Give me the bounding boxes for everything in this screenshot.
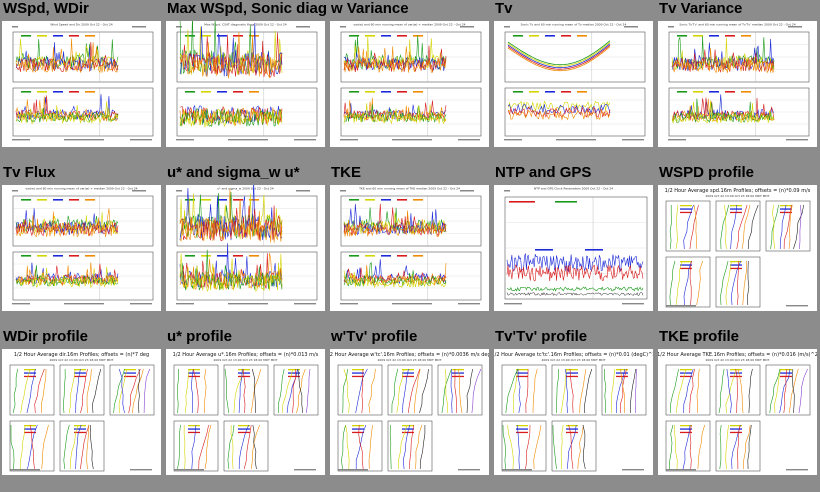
plot-thumbnail[interactable]: TKE and 60 min running mean of TKE media… xyxy=(330,185,489,311)
plot-subcaption: 2009 Oct 22 13:00 Oct 23 18:00 MDT MDT xyxy=(49,358,113,362)
plot-thumbnail[interactable]: 1/2 Hour Average w'tc'.16m Profiles; off… xyxy=(330,349,489,475)
plot-caption: 1/2 Hour Average TKE.16m Profiles; offse… xyxy=(658,352,817,358)
plot-caption: Max WSpd, CSAT diagnostic flags 2009 Oct… xyxy=(204,23,287,27)
plot-title: Tv'Tv' profile xyxy=(495,328,588,345)
plot-title: NTP and GPS xyxy=(495,164,592,181)
plot-caption: 1/2 Hour Average spd.16m Profiles; offse… xyxy=(665,188,811,194)
plot-title: w Variance xyxy=(331,0,409,17)
plot-tile: TKE profile 1/2 Hour Average TKE.16m Prof… xyxy=(656,328,820,492)
plot-title: WDir profile xyxy=(3,328,88,345)
plot-thumbnail[interactable]: Max WSpd, CSAT diagnostic flags 2009 Oct… xyxy=(166,21,325,147)
plot-thumbnail[interactable]: 1/2 Hour Average TKE.16m Profiles; offse… xyxy=(658,349,817,475)
plot-title: TKE profile xyxy=(659,328,740,345)
plot-thumbnail[interactable]: var(w) and 60 min running mean of var(w)… xyxy=(330,21,489,147)
plot-tile: u* and sigma_w u* u* and sigma_w 2009 Oct… xyxy=(164,164,328,328)
plot-thumbnail[interactable]: u* and sigma_w 2009 Oct 22 - Oct 24 xyxy=(166,185,325,311)
plot-tile: Tv Flux var(w) and 60 min running mean of… xyxy=(0,164,164,328)
plot-tile: WDir profile 1/2 Hour Average dir.16m Pro… xyxy=(0,328,164,492)
plot-tile: WSPD profile 1/2 Hour Average spd.16m Pro… xyxy=(656,164,820,328)
plot-caption: u* and sigma_w 2009 Oct 22 - Oct 24 xyxy=(217,187,274,191)
plot-subcaption: 2009 Oct 22 13:00 Oct 23 18:00 MDT MDT xyxy=(541,358,605,362)
plot-title: Max WSpd, Sonic diag xyxy=(167,0,328,17)
plot-tile: u* profile 1/2 Hour Average u*.16m Profil… xyxy=(164,328,328,492)
plot-thumbnail[interactable]: 1/2 Hour Average tc'tc'.16m Profiles; of… xyxy=(494,349,653,475)
plot-caption: TKE and 60 min running mean of TKE media… xyxy=(358,187,460,191)
plot-thumbnail[interactable]: 1/2 Hour Average spd.16m Profiles; offse… xyxy=(658,185,817,311)
plot-title: TKE xyxy=(331,164,361,181)
plot-thumbnail[interactable]: 1/2 Hour Average u*.16m Profiles; offset… xyxy=(166,349,325,475)
plot-subcaption: 2009 Oct 22 13:00 Oct 23 18:00 MDT MDT xyxy=(705,194,769,198)
plot-caption: var(w) and 60 min running mean of var(w)… xyxy=(353,23,465,27)
plot-tile: w Variance var(w) and 60 min running mean… xyxy=(328,0,492,164)
plot-title: Tv Variance xyxy=(659,0,743,17)
plot-title: WSPD profile xyxy=(659,164,755,181)
plot-subcaption: 2009 Oct 22 13:00 Oct 23 18:00 MDT MDT xyxy=(213,358,277,362)
plot-tile: Tv'Tv' profile 1/2 Hour Average tc'tc'.16… xyxy=(492,328,656,492)
plot-tile: TKE TKE and 60 min running mean of TKE me… xyxy=(328,164,492,328)
plot-title: w'Tv' profile xyxy=(331,328,418,345)
plot-caption: Wind Speed and Dir 2009 Oct 22 - Oct 24 xyxy=(50,23,112,27)
plot-caption: 1/2 Hour Average tc'tc'.16m Profiles; of… xyxy=(494,352,653,358)
plot-tile: WSpd, WDir Wind Speed and Dir 2009 Oct 22… xyxy=(0,0,164,164)
plot-tile: w'Tv' profile 1/2 Hour Average w'tc'.16m … xyxy=(328,328,492,492)
plot-title: u* and sigma_w u* xyxy=(167,164,300,181)
plot-thumbnail[interactable]: var(w) and 60 min running mean of var(w)… xyxy=(2,185,161,311)
plot-thumbnail[interactable]: NTP and GPS Clock Parameters 2009 Oct 22… xyxy=(494,185,653,311)
plot-subcaption: 2009 Oct 22 13:00 Oct 23 18:00 MDT MDT xyxy=(705,358,769,362)
plot-caption: NTP and GPS Clock Parameters 2009 Oct 22… xyxy=(534,187,613,191)
plot-caption: 1/2 Hour Average w'tc'.16m Profiles; off… xyxy=(330,352,489,358)
plot-caption: Sonic Tv'Tv' and 60 min running mean of … xyxy=(679,23,795,27)
plot-title: WSpd, WDir xyxy=(3,0,89,17)
plot-thumbnail[interactable]: Sonic Tv and 60 min running mean of Tv m… xyxy=(494,21,653,147)
plot-tile: Max WSpd, Sonic diag Max WSpd, CSAT diagn… xyxy=(164,0,328,164)
plot-title: u* profile xyxy=(167,328,233,345)
plot-tile: Tv Sonic Tv and 60 min running mean of Tv… xyxy=(492,0,656,164)
plot-title: Tv Flux xyxy=(3,164,56,181)
plot-thumbnail[interactable]: 1/2 Hour Average dir.16m Profiles; offse… xyxy=(2,349,161,475)
plot-thumbnail[interactable]: Wind Speed and Dir 2009 Oct 22 - Oct 24 xyxy=(2,21,161,147)
plot-caption: 1/2 Hour Average u*.16m Profiles; offset… xyxy=(173,352,319,358)
plot-caption: Sonic Tv and 60 min running mean of Tv m… xyxy=(521,23,627,27)
plot-tile: NTP and GPS NTP and GPS Clock Parameters … xyxy=(492,164,656,328)
plot-title: Tv xyxy=(495,0,513,17)
plot-caption: var(w) and 60 min running mean of var(w)… xyxy=(25,187,137,191)
plot-thumbnail[interactable]: Sonic Tv'Tv' and 60 min running mean of … xyxy=(658,21,817,147)
plot-caption: 1/2 Hour Average dir.16m Profiles; offse… xyxy=(14,352,149,358)
plot-subcaption: 2009 Oct 22 13:00 Oct 23 18:00 MDT MDT xyxy=(377,358,441,362)
plot-tile: Tv Variance Sonic Tv'Tv' and 60 min runni… xyxy=(656,0,820,164)
